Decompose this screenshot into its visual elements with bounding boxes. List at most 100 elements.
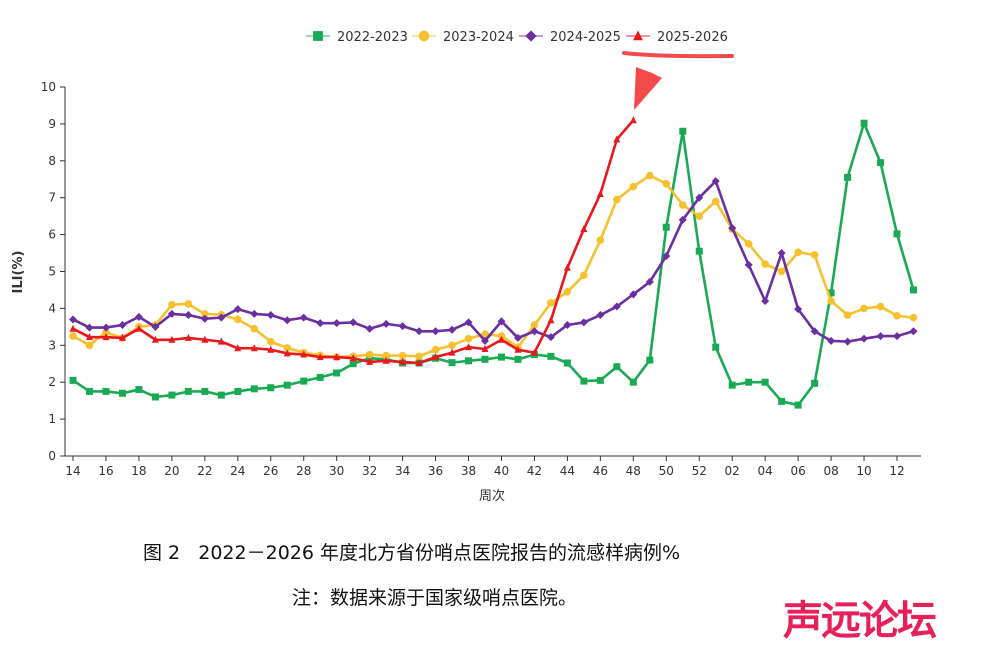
data-point-square (728, 381, 736, 389)
data-point-triangle (465, 343, 473, 351)
data-point-diamond (332, 319, 341, 328)
data-point-diamond (431, 327, 440, 336)
data-point-circle (234, 315, 242, 324)
x-tick-label: 16 (98, 464, 113, 478)
data-point-square (712, 343, 720, 351)
data-point-diamond (85, 323, 94, 332)
legend-label: 2024-2025 (550, 30, 621, 45)
data-point-triangle (234, 344, 242, 352)
data-point-diamond (893, 332, 901, 341)
data-point-circle (168, 300, 176, 309)
data-point-triangle (613, 135, 621, 143)
data-point-circle (860, 304, 868, 313)
x-tick-label: 06 (790, 464, 805, 478)
data-point-circle (481, 330, 489, 339)
data-point-circle (711, 197, 720, 206)
data-point-square (300, 377, 308, 385)
data-point-square (250, 385, 258, 393)
data-point-circle (646, 171, 654, 180)
data-point-diamond (513, 333, 522, 342)
data-point-triangle (283, 349, 291, 357)
data-point-square (283, 381, 291, 389)
x-tick-label: 10 (856, 464, 871, 478)
data-point-diamond (662, 252, 671, 261)
data-point-triangle (633, 30, 643, 41)
x-tick-label: 24 (230, 464, 245, 478)
data-point-square (844, 173, 852, 181)
data-point-diamond (316, 319, 325, 328)
data-point-triangle (250, 344, 258, 352)
data-point-circle (266, 337, 275, 346)
data-point-circle (418, 30, 430, 42)
data-point-square (184, 387, 192, 395)
data-point-triangle (629, 116, 637, 124)
data-point-diamond (69, 315, 77, 324)
data-point-circle (580, 271, 588, 279)
data-point-triangle (415, 359, 423, 367)
data-point-diamond (827, 336, 836, 345)
data-point-square (313, 31, 323, 41)
x-tick-label: 30 (329, 464, 344, 478)
legend-item-2023-2024: 2023-2024 (412, 30, 514, 45)
data-point-diamond (876, 332, 885, 341)
data-point-square (349, 360, 357, 368)
legend-item-2022-2023: 2022-2023 (306, 30, 408, 45)
series-line (72, 121, 915, 407)
x-tick-label: 02 (725, 464, 740, 478)
data-point-triangle (481, 344, 489, 352)
x-tick-label: 34 (395, 464, 410, 478)
data-point-diamond (909, 327, 918, 336)
series-line (72, 179, 914, 343)
data-point-circle (761, 260, 769, 268)
data-point-circle (184, 300, 193, 308)
data-point-triangle (580, 225, 588, 233)
x-tick-label: 38 (461, 464, 476, 478)
x-axis-label: 周次 (479, 488, 505, 504)
data-point-diamond (184, 311, 193, 320)
data-point-circle (85, 341, 94, 350)
data-point-circle (382, 351, 390, 360)
legend-label: 2023-2024 (443, 30, 514, 45)
data-point-triangle (563, 263, 571, 271)
x-tick-label: 32 (362, 464, 377, 478)
data-point-diamond (860, 334, 869, 343)
data-point-diamond (118, 321, 127, 330)
x-tick-label: 26 (263, 464, 278, 478)
legend-label: 2025-2026 (657, 30, 728, 45)
x-tick-label: 36 (428, 464, 443, 478)
data-point-square (316, 373, 324, 381)
x-tick-label: 44 (560, 464, 575, 478)
series-2025-2026 (69, 116, 637, 367)
data-point-square (448, 359, 456, 367)
data-point-diamond (810, 327, 819, 336)
y-tick-label: 7 (48, 191, 56, 205)
data-point-circle (596, 236, 605, 244)
data-point-circle (843, 311, 852, 319)
data-point-diamond (233, 305, 242, 314)
y-tick-label: 10 (41, 80, 56, 94)
watermark-logo: 声远论坛 (783, 598, 937, 644)
data-point-triangle (448, 348, 456, 356)
data-point-triangle (333, 353, 341, 361)
data-point-square (761, 378, 769, 386)
y-tick-label: 1 (48, 412, 56, 426)
data-point-circle (794, 248, 802, 257)
data-point-circle (613, 195, 621, 204)
data-point-triangle (102, 333, 110, 341)
data-point-circle (431, 345, 440, 354)
y-tick-label: 0 (48, 449, 56, 463)
data-point-circle (563, 287, 572, 296)
data-point-square (695, 247, 703, 255)
data-point-diamond (695, 193, 704, 202)
data-point-diamond (678, 215, 687, 224)
data-point-triangle (432, 353, 440, 361)
data-point-circle (530, 321, 539, 329)
data-point-square (102, 387, 110, 395)
data-point-square (151, 393, 159, 401)
data-point-diamond (629, 290, 638, 299)
data-point-diamond (546, 333, 555, 342)
data-point-diamond (744, 260, 753, 269)
data-point-circle (547, 299, 555, 307)
x-tick-label: 50 (659, 464, 674, 478)
